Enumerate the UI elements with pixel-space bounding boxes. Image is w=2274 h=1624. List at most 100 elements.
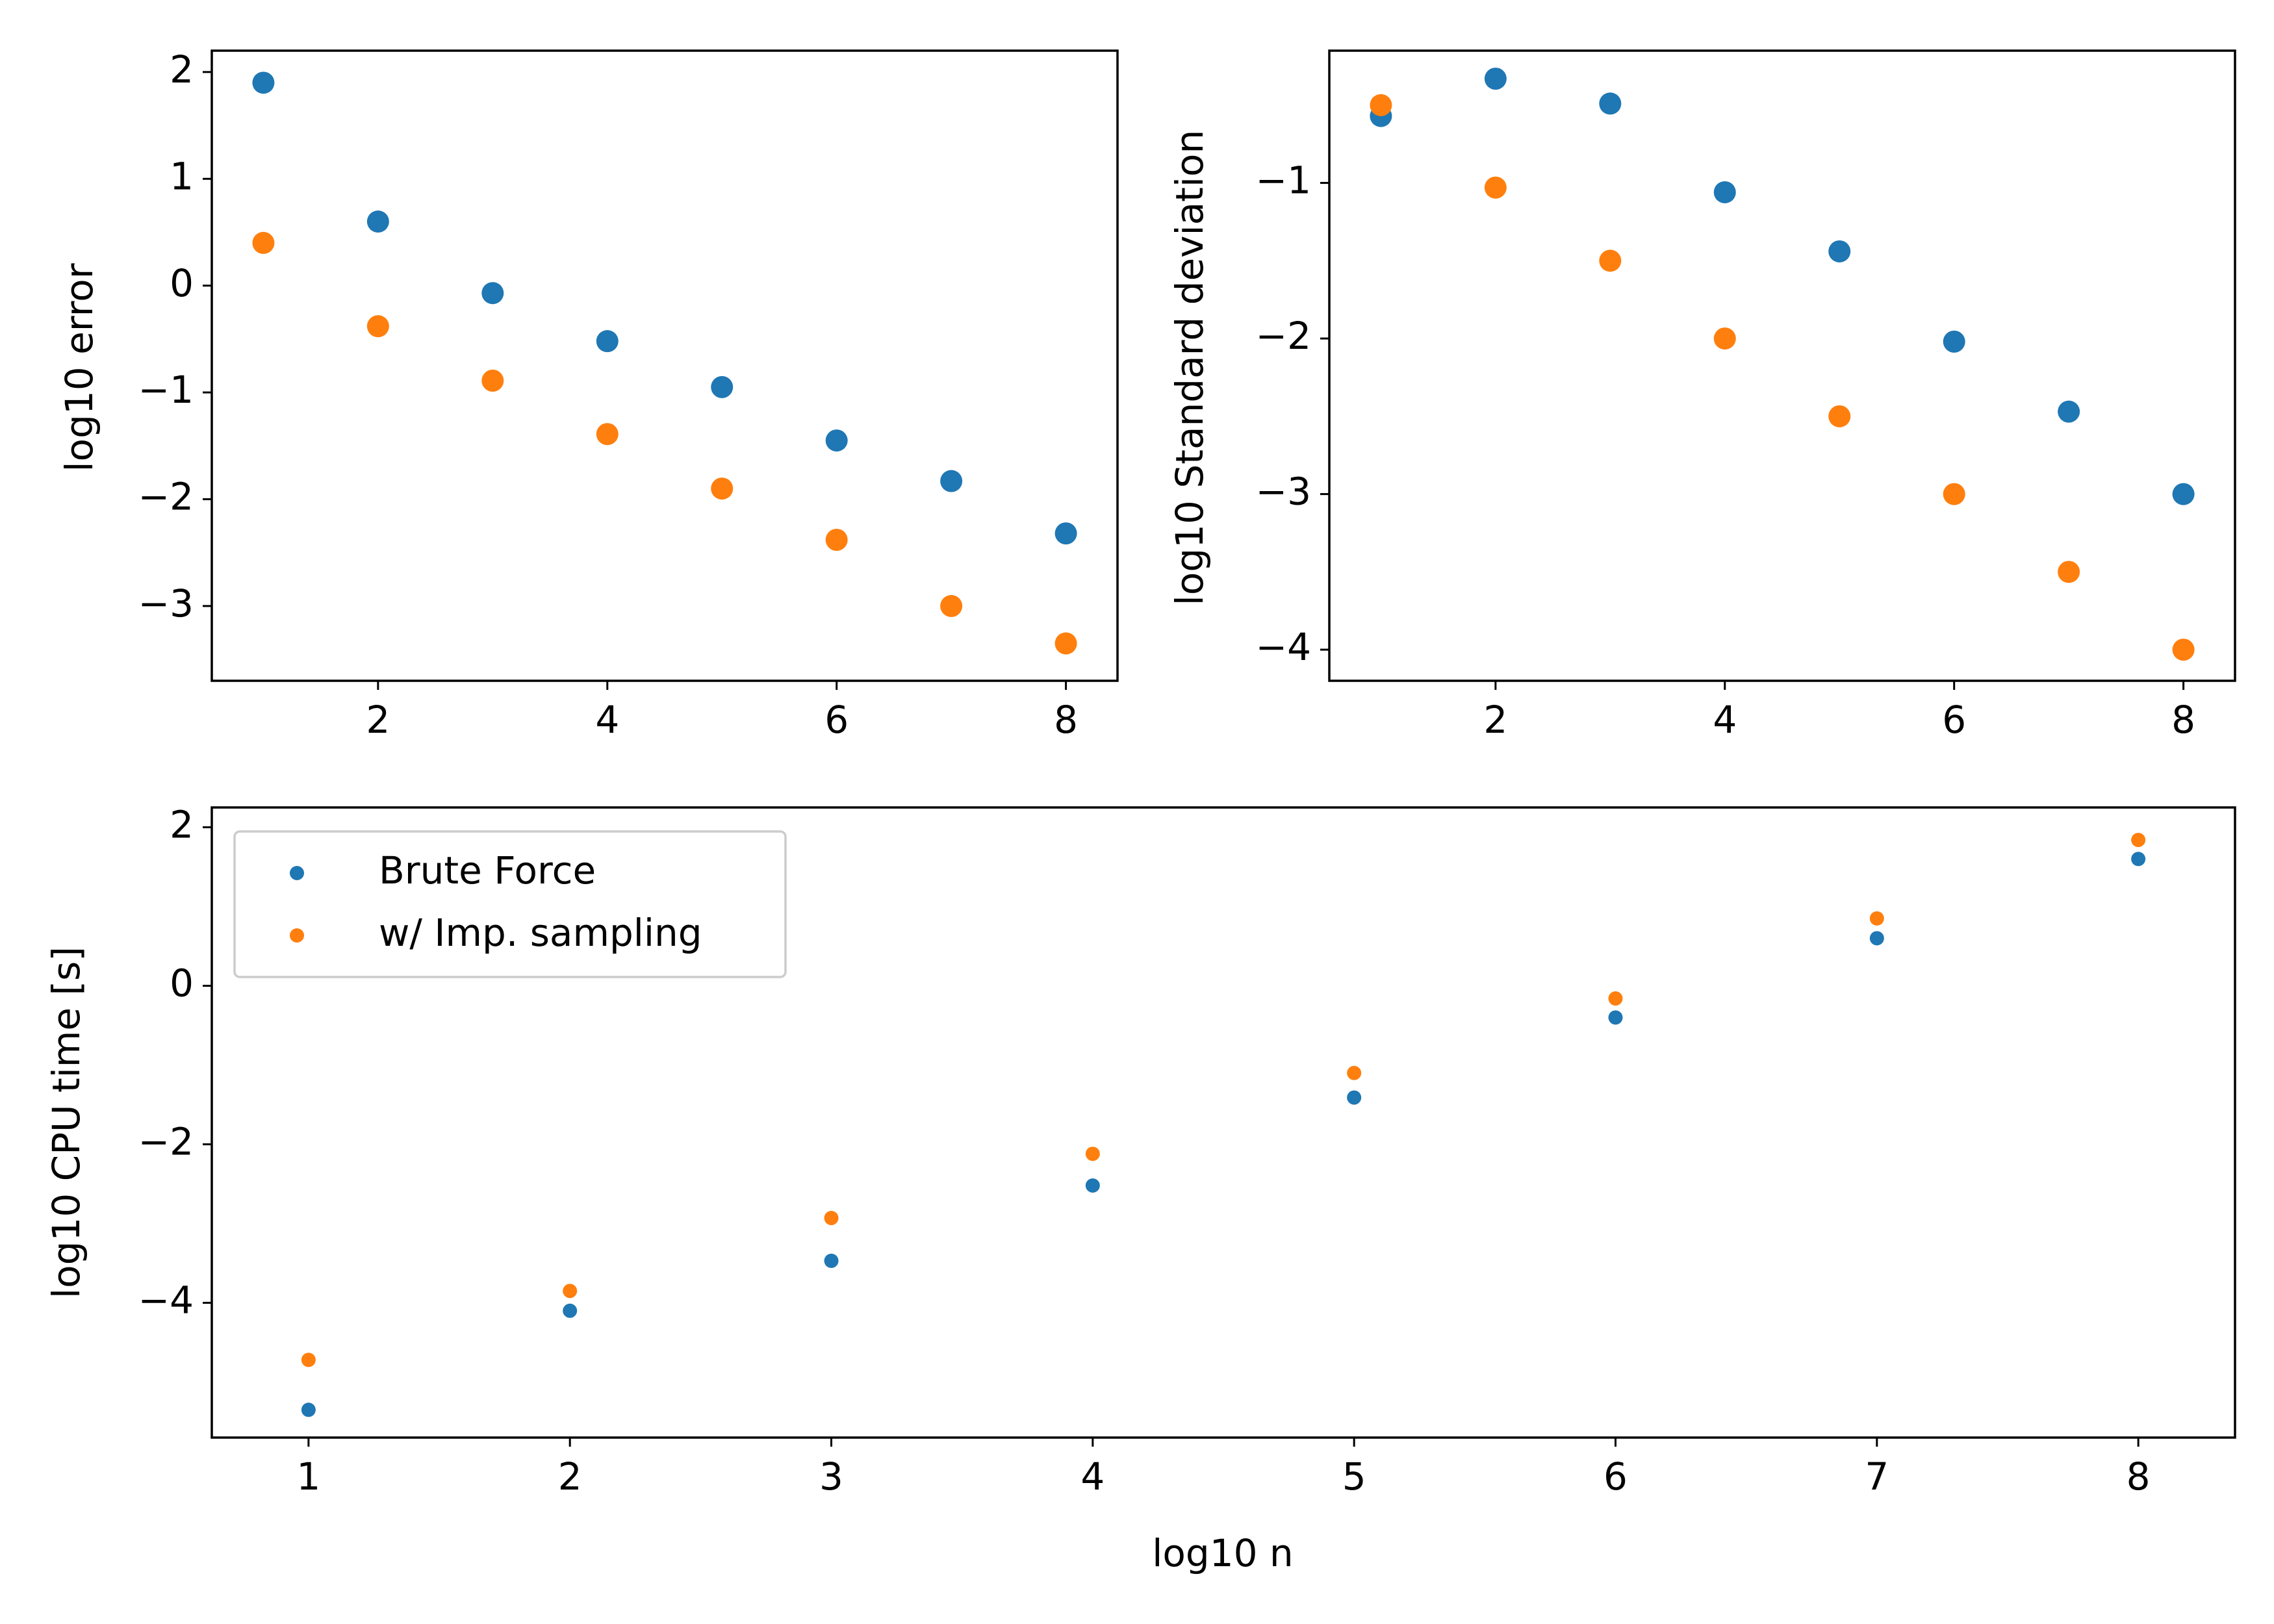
error-point-imp-sampling <box>940 594 963 617</box>
stddev-panel: log10 Standard deviation 2 4 6 8 −4 −3 −2 −1 <box>1168 49 2236 742</box>
cputime-point-brute-force <box>2131 852 2146 867</box>
cputime-ylabel-text: log10 CPU time [s] <box>44 946 88 1299</box>
cputime-xtick-label: 2 <box>558 1454 582 1499</box>
error-point-imp-sampling <box>711 477 734 500</box>
cputime-xtick-label: 8 <box>2127 1454 2151 1499</box>
cputime-xtick-label: 5 <box>1342 1454 1366 1499</box>
error-point-brute-force <box>596 330 619 353</box>
cputime-xlabel: log10 n <box>1152 1531 1293 1575</box>
error-ytick-label: −1 <box>138 368 194 412</box>
legend-label-brute-force: Brute Force <box>379 848 596 893</box>
stddev-point-imp-sampling <box>1828 405 1851 427</box>
stddev-point-imp-sampling <box>1484 176 1507 199</box>
error-xtick-label: 4 <box>595 698 619 742</box>
error-ytick-label: 0 <box>170 261 194 305</box>
error-xticks: 2 4 6 8 <box>366 681 1078 742</box>
stddev-ytick-label: −4 <box>1256 625 1312 669</box>
cputime-point-brute-force <box>1608 1010 1623 1025</box>
error-ytick-label: −2 <box>138 475 194 519</box>
stddev-point-imp-sampling <box>1599 249 1622 272</box>
error-panel: log10 error 2 4 6 8 −3 −2 −1 0 1 2 <box>57 47 1119 742</box>
cputime-xtick-label: 4 <box>1080 1454 1105 1499</box>
cputime-ytick-label: 2 <box>170 803 194 847</box>
error-point-imp-sampling <box>366 315 389 338</box>
stddev-points <box>1370 68 2195 661</box>
stddev-point-imp-sampling <box>2172 639 2195 661</box>
cputime-point-brute-force <box>1085 1178 1100 1193</box>
error-xtick-label: 6 <box>824 698 849 742</box>
stddev-ytick-label: −3 <box>1256 470 1312 514</box>
stddev-point-brute-force <box>2058 400 2080 423</box>
error-point-brute-force <box>940 470 963 492</box>
error-axes-frame <box>211 49 1119 682</box>
error-yticks: −3 −2 −1 0 1 2 <box>138 47 212 626</box>
error-ytick-label: −3 <box>138 581 194 626</box>
error-xtick-label: 2 <box>366 698 390 742</box>
stddev-point-imp-sampling <box>1370 94 1392 116</box>
stddev-point-imp-sampling <box>1943 483 1965 505</box>
error-point-imp-sampling <box>1054 632 1077 655</box>
legend-marker-imp-sampling <box>290 928 304 943</box>
error-point-brute-force <box>1054 522 1077 545</box>
error-point-imp-sampling <box>596 423 619 446</box>
cputime-xticks: 1 2 3 4 5 6 7 8 <box>296 1438 2151 1499</box>
legend-label-imp-sampling: w/ Imp. sampling <box>379 911 702 955</box>
cputime-point-brute-force <box>301 1402 316 1417</box>
stddev-point-brute-force <box>1484 68 1507 90</box>
legend-box <box>233 830 787 978</box>
cputime-panel: log10 CPU time [s] log10 n 1 2 3 4 5 6 7 8 −4 −2… <box>44 803 2236 1575</box>
stddev-xticks: 2 4 6 8 <box>1483 681 2195 742</box>
stddev-xtick-label: 4 <box>1713 698 1737 742</box>
error-point-brute-force <box>825 429 848 452</box>
legend: Brute Force w/ Imp. sampling <box>233 830 787 978</box>
cputime-ytick-label: −2 <box>138 1120 194 1164</box>
cputime-point-brute-force <box>824 1253 839 1268</box>
error-point-imp-sampling <box>252 231 275 254</box>
cputime-point-imp-sampling <box>1608 991 1623 1006</box>
stddev-point-brute-force <box>1599 92 1622 115</box>
stddev-ytick-label: −2 <box>1256 314 1312 358</box>
cputime-ytick-label: −4 <box>138 1278 194 1323</box>
cputime-point-imp-sampling <box>1347 1065 1362 1080</box>
error-xtick-label: 8 <box>1054 698 1078 742</box>
stddev-point-brute-force <box>2172 483 2195 505</box>
stddev-xtick-label: 8 <box>2171 698 2195 742</box>
cputime-xtick-label: 1 <box>296 1454 320 1499</box>
error-point-brute-force <box>711 375 734 398</box>
stddev-yticks: −4 −3 −2 −1 <box>1256 159 1329 669</box>
stddev-ytick-label: −1 <box>1256 159 1312 203</box>
cputime-point-imp-sampling <box>1085 1147 1100 1161</box>
cputime-point-imp-sampling <box>2131 833 2146 848</box>
stddev-point-brute-force <box>1943 330 1965 353</box>
stddev-ylabel: log10 Standard deviation <box>1168 130 1212 606</box>
cputime-ylabel: log10 CPU time [s] <box>44 946 88 1299</box>
error-point-brute-force <box>252 71 275 94</box>
error-point-brute-force <box>366 210 389 233</box>
cputime-point-brute-force <box>1869 931 1884 946</box>
cputime-point-brute-force <box>1347 1090 1362 1105</box>
cputime-point-imp-sampling <box>563 1284 578 1299</box>
cputime-ytick-label: 0 <box>170 961 194 1006</box>
stddev-xtick-label: 6 <box>1942 698 1966 742</box>
error-ytick-label: 2 <box>170 47 194 92</box>
stddev-axes-frame <box>1328 49 2236 682</box>
cputime-point-imp-sampling <box>824 1211 839 1226</box>
cputime-points <box>301 833 2146 1417</box>
cputime-xtick-label: 7 <box>1865 1454 1889 1499</box>
cputime-axes-frame <box>211 806 2236 1439</box>
cputime-point-imp-sampling <box>1869 911 1884 926</box>
error-ylabel: log10 error <box>57 263 101 472</box>
error-ylabel-text: log10 error <box>57 263 101 472</box>
stddev-xtick-label: 2 <box>1483 698 1507 742</box>
error-ytick-label: 1 <box>170 154 194 198</box>
cputime-point-brute-force <box>563 1303 578 1318</box>
stddev-point-imp-sampling <box>2058 561 2080 583</box>
cputime-xtick-label: 3 <box>819 1454 843 1499</box>
stddev-ylabel-text: log10 Standard deviation <box>1168 130 1212 606</box>
cputime-yticks: −4 −2 0 2 <box>138 803 212 1323</box>
legend-marker-brute-force <box>290 866 304 880</box>
error-point-imp-sampling <box>481 370 504 392</box>
error-points <box>252 71 1077 655</box>
